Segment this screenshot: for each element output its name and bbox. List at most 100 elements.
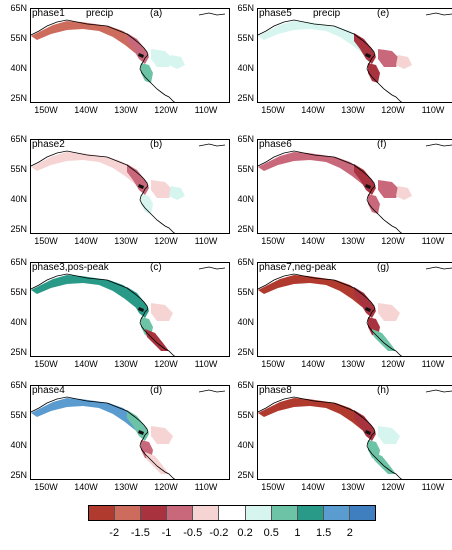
anomaly-patch — [368, 194, 380, 214]
anomaly-patch — [396, 186, 412, 200]
longitude-label: 130W — [114, 482, 138, 492]
longitude-label: 140W — [74, 359, 98, 369]
colorbar-swatch — [219, 506, 246, 520]
latitude-label: 65N — [237, 380, 254, 390]
anomaly-patch — [141, 63, 153, 83]
map-panel-b: phase2 (b) 65N 55N 40N 25N 150W 140W 130W 120W 110… — [10, 135, 230, 246]
longitude-label: 130W — [341, 359, 365, 369]
colorbar-swatch — [271, 506, 298, 520]
latitude-label: 25N — [10, 93, 27, 103]
colorbar-tick-label: -0.5 — [183, 527, 203, 539]
map-frame — [257, 8, 452, 103]
latitude-label: 55N — [237, 287, 254, 297]
longitude-label: 130W — [114, 359, 138, 369]
latitude-label: 55N — [237, 164, 254, 174]
colorbar-tick-label: -0.2 — [209, 527, 229, 539]
longitude-label: 150W — [34, 236, 58, 246]
precip-anomaly-map — [31, 389, 226, 479]
anomaly-patch — [378, 303, 400, 321]
island — [138, 307, 144, 312]
coastline-fragment — [198, 12, 226, 16]
latitude-label: 55N — [10, 410, 27, 420]
colorbar-tick-label: 0.2 — [237, 527, 253, 539]
panel-variable: precip — [86, 8, 114, 19]
longitude-label: 110W — [421, 236, 445, 246]
colorbar-swatch — [297, 506, 324, 520]
longitude-label: 110W — [194, 482, 218, 492]
precip-anomaly-map — [31, 143, 226, 233]
anomaly-patch — [396, 55, 412, 69]
longitude-label: 120W — [381, 105, 405, 115]
precip-anomaly-map — [31, 12, 226, 102]
longitude-label: 150W — [261, 105, 285, 115]
latitude-label: 40N — [237, 63, 254, 73]
island — [365, 307, 371, 312]
precip-anomaly-map — [258, 266, 452, 356]
panel-title: phase5 — [259, 8, 292, 19]
anomaly-patch — [145, 329, 169, 351]
panel-title: phase4 — [32, 385, 65, 396]
coastline-fragment — [198, 266, 226, 270]
longitude-label: 130W — [114, 105, 138, 115]
panel-variable: precip — [313, 8, 341, 19]
map-panel-c: phase3,pos-peak (c) 65N 55N 40N 25N 150W 140W 13… — [10, 258, 230, 369]
panel-letter: (f) — [377, 139, 387, 150]
colorbar-tick-label: -1.5 — [130, 527, 150, 539]
latitude-label: 25N — [237, 470, 254, 480]
longitude-label: 110W — [194, 236, 218, 246]
coastline-fragment — [425, 266, 452, 270]
colorbar-tick-label: 0.5 — [263, 527, 279, 539]
anomaly-patch — [145, 452, 169, 474]
island — [365, 53, 371, 58]
latitude-label: 40N — [237, 440, 254, 450]
latitude-label: 65N — [10, 134, 27, 144]
latitude-label: 40N — [10, 63, 27, 73]
coastline-fragment — [425, 143, 452, 147]
island — [365, 430, 371, 435]
latitude-label: 55N — [10, 33, 27, 43]
anomaly-patch — [151, 426, 173, 444]
coastline — [258, 19, 402, 102]
panel-letter: (a) — [150, 8, 163, 19]
anomaly-patch — [368, 63, 380, 83]
panel-title: phase3,pos-peak — [32, 262, 109, 273]
panel-letter: (c) — [150, 262, 162, 273]
latitude-label: 40N — [10, 317, 27, 327]
coastline — [258, 273, 402, 356]
map-frame — [30, 262, 230, 357]
longitude-label: 130W — [341, 482, 365, 492]
anomaly-patch — [372, 452, 396, 474]
anomaly-patch — [151, 303, 173, 321]
map-panel-a: phase1 precip (a) 65N 55N 40N 25N 150W 140W 130W 1… — [10, 4, 230, 115]
latitude-label: 65N — [10, 257, 27, 267]
longitude-label: 120W — [381, 482, 405, 492]
coastline — [31, 273, 175, 356]
anomaly-patch — [378, 180, 400, 198]
coastline — [31, 19, 175, 102]
panel-letter: (b) — [150, 139, 163, 150]
map-panel-f: phase6 (f) 65N 55N 40N 25N 150W 140W 130W 120W 110… — [237, 135, 452, 246]
coastline-fragment — [198, 389, 226, 393]
latitude-label: 40N — [10, 194, 27, 204]
latitude-label: 65N — [10, 380, 27, 390]
longitude-label: 130W — [114, 236, 138, 246]
coastline — [258, 150, 402, 233]
panel-title: phase8 — [259, 385, 292, 396]
precip-anomaly-map — [258, 12, 452, 102]
coastline-fragment — [425, 389, 452, 393]
map-frame — [30, 139, 230, 234]
coastline — [31, 396, 175, 479]
latitude-label: 40N — [237, 194, 254, 204]
panel-title: phase2 — [32, 139, 65, 150]
latitude-label: 25N — [10, 347, 27, 357]
island — [138, 184, 144, 189]
latitude-label: 65N — [10, 3, 27, 13]
latitude-label: 55N — [237, 410, 254, 420]
anomaly-patch — [151, 49, 173, 67]
colorbar-tick-label: -1 — [161, 527, 172, 539]
longitude-label: 150W — [34, 482, 58, 492]
longitude-label: 130W — [341, 236, 365, 246]
longitude-label: 120W — [154, 236, 178, 246]
colorbar-tick-label: -2 — [109, 527, 120, 539]
map-frame — [257, 139, 452, 234]
